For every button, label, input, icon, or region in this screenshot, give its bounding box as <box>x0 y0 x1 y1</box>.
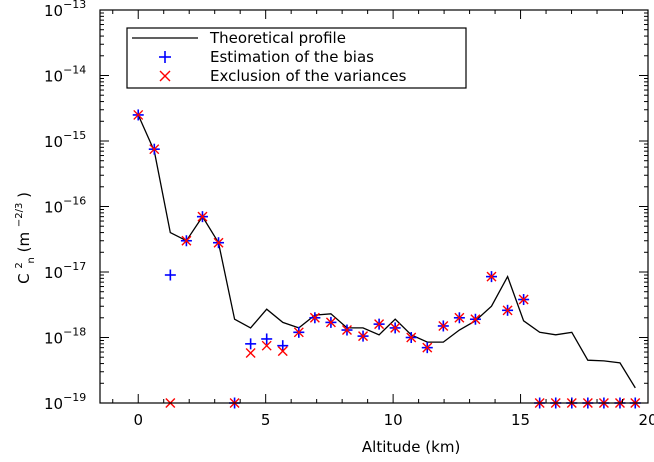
data-point-variance-exclusion <box>309 312 320 323</box>
data-point-variance-exclusion <box>454 312 465 323</box>
legend-label: Theoretical profile <box>209 29 346 47</box>
data-point-bias-estimate <box>261 333 273 345</box>
data-point-variance-exclusion <box>374 319 385 330</box>
y-axis-label-units: (m <box>15 232 33 252</box>
y-axis-label-superscript: 2 <box>14 262 25 268</box>
data-point-variance-exclusion <box>149 144 160 155</box>
axis-ticks <box>100 9 649 404</box>
series-line-theoretical-profile <box>137 114 636 389</box>
data-point-variance-exclusion <box>261 340 272 351</box>
axis-tick-labels: 0 5 10 15 20 10−13 10−14 10−15 10−16 10−17 10−18 10… <box>44 0 654 429</box>
data-point-variance-exclusion <box>422 342 433 353</box>
data-point-variance-exclusion <box>438 320 449 331</box>
y-tick-label: 10−13 <box>44 0 86 20</box>
y-tick-label: 10−17 <box>44 260 86 282</box>
legend-label: Estimation of the bias <box>210 48 374 66</box>
x-tick-label: 5 <box>261 411 271 429</box>
data-point-variance-exclusion <box>486 271 497 282</box>
y-tick-label: 10−15 <box>44 129 86 151</box>
data-point-variance-exclusion <box>245 348 256 358</box>
legend-entry: Exclusion of the variances <box>159 67 407 85</box>
legend-entry: Estimation of the bias <box>159 48 374 66</box>
data-point-variance-exclusion <box>293 327 304 338</box>
y-axis-label-base: C <box>15 273 33 283</box>
y-tick-label: 10−14 <box>44 64 86 86</box>
data-point-variance-exclusion <box>358 331 369 342</box>
data-point-bias-estimate <box>164 269 176 281</box>
data-point-variance-exclusion <box>325 317 336 328</box>
data-point-variance-exclusion <box>406 332 417 343</box>
data-point-variance-exclusion <box>181 235 192 246</box>
data-point-variance-exclusion <box>197 211 208 222</box>
y-axis-label-subscript: n <box>26 257 37 263</box>
data-point-variance-exclusion <box>518 294 529 305</box>
x-tick-label: 10 <box>384 411 403 429</box>
x-tick-label: 15 <box>511 411 530 429</box>
data-point-bias-estimate <box>245 338 257 350</box>
x-axis-label: Altitude (km) <box>362 438 460 456</box>
data-point-variance-exclusion <box>390 322 401 333</box>
y-tick-label: 10−16 <box>44 195 86 217</box>
y-tick-label: 10−19 <box>44 391 86 413</box>
y-axis-label-units-exponent: −2/3 <box>14 203 25 227</box>
data-point-variance-exclusion <box>470 314 481 325</box>
y-axis-label: C 2 n (m −2/3 ) <box>8 192 38 284</box>
data-point-variance-exclusion <box>133 109 144 120</box>
x-tick-label: 20 <box>638 411 654 429</box>
data-point-variance-exclusion <box>502 305 513 316</box>
legend-entry: Theoretical profile <box>132 29 346 47</box>
data-point-variance-exclusion <box>277 346 288 357</box>
data-point-variance-exclusion <box>213 237 224 248</box>
data-point-bias-estimate <box>277 340 289 352</box>
y-axis-label-units-close: ) <box>15 192 33 198</box>
data-point-variance-exclusion <box>341 325 352 336</box>
legend-label: Exclusion of the variances <box>210 67 407 85</box>
x-tick-label: 0 <box>133 411 143 429</box>
y-tick-label: 10−18 <box>44 326 86 348</box>
